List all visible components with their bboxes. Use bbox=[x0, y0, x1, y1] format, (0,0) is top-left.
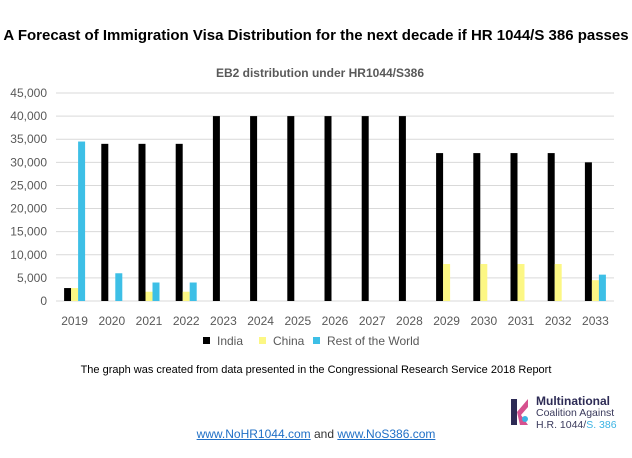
bar-india-2026 bbox=[324, 116, 332, 301]
bar-india-2028 bbox=[398, 116, 406, 301]
bar-china-2030 bbox=[480, 264, 488, 301]
chart: EB2 distribution under HR1044/S386 0 5,00… bbox=[10, 66, 614, 348]
y-tick-label: 45,000 bbox=[10, 86, 47, 100]
legend-label-india: India bbox=[217, 334, 243, 348]
x-tick-label: 2031 bbox=[508, 314, 535, 328]
bar-india-2033 bbox=[584, 162, 592, 301]
bar-india-2024 bbox=[250, 116, 258, 301]
bar-india-2032 bbox=[547, 153, 555, 301]
x-tick-label: 2019 bbox=[61, 314, 88, 328]
bar-india-2025 bbox=[287, 116, 295, 301]
x-tick-label: 2021 bbox=[136, 314, 163, 328]
footer-conjunction: and bbox=[313, 427, 335, 441]
x-tick-label: 2032 bbox=[545, 314, 572, 328]
source-note: The graph was created from data presente… bbox=[80, 364, 552, 376]
bar-india-2023 bbox=[212, 116, 220, 301]
bar-china-2032 bbox=[554, 264, 562, 301]
bar-india-2020 bbox=[101, 143, 109, 301]
bar-china-2021 bbox=[145, 291, 153, 301]
x-tick-label: 2022 bbox=[173, 314, 200, 328]
logo-line3-b: S. 386 bbox=[586, 419, 617, 431]
page-title: A Forecast of Immigration Visa Distribut… bbox=[3, 27, 629, 44]
x-tick-label: 2028 bbox=[396, 314, 423, 328]
x-tick-label: 2020 bbox=[98, 314, 125, 328]
chart-title: EB2 distribution under HR1044/S386 bbox=[216, 66, 424, 80]
bar-india-2031 bbox=[510, 153, 518, 301]
bar-rest-of-world-2020 bbox=[115, 273, 123, 301]
logo-line1: Multinational bbox=[536, 394, 610, 408]
x-tick-label: 2027 bbox=[359, 314, 386, 328]
bar-china-2031 bbox=[517, 264, 525, 301]
x-tick-label: 2029 bbox=[433, 314, 460, 328]
bar-india-2019 bbox=[64, 288, 72, 301]
logo-line2: Coalition Against bbox=[536, 407, 615, 419]
coalition-logo-icon bbox=[511, 399, 528, 425]
footer-link-hr1044[interactable]: www.NoHR1044.com bbox=[196, 427, 311, 441]
footer: www.NoHR1044.com and www.NoS386.com bbox=[0, 427, 632, 441]
bar-india-2021 bbox=[138, 143, 146, 301]
bar-rest-of-world-2022 bbox=[189, 282, 197, 301]
bar-india-2030 bbox=[473, 153, 481, 301]
logo-line3-a: H.R. 1044/ bbox=[536, 419, 587, 431]
y-tick-label: 25,000 bbox=[10, 178, 47, 192]
coalition-logo: Multinational Coalition Against H.R. 104… bbox=[508, 395, 628, 435]
y-tick-label: 40,000 bbox=[10, 109, 47, 123]
x-tick-label: 2030 bbox=[470, 314, 497, 328]
legend-swatch-india bbox=[203, 337, 210, 344]
x-tick-label: 2033 bbox=[582, 314, 609, 328]
bar-china-2033 bbox=[591, 280, 599, 301]
legend-swatch-rest-of-world bbox=[313, 337, 320, 344]
bar-china-2022 bbox=[182, 291, 190, 301]
bar-china-2019 bbox=[71, 288, 79, 301]
x-tick-label: 2026 bbox=[322, 314, 349, 328]
bar-rest-of-world-2019 bbox=[78, 141, 86, 301]
y-tick-label: 5,000 bbox=[17, 271, 47, 285]
legend-label-china: China bbox=[273, 334, 305, 348]
logo-line3: H.R. 1044/S. 386 bbox=[536, 419, 617, 431]
y-tick-label: 30,000 bbox=[10, 155, 47, 169]
bar-rest-of-world-2033 bbox=[598, 274, 606, 301]
bar-rest-of-world-2021 bbox=[152, 282, 160, 301]
legend-swatch-china bbox=[259, 337, 266, 344]
bar-india-2027 bbox=[361, 116, 369, 301]
bar-india-2022 bbox=[175, 143, 183, 301]
bar-china-2029 bbox=[443, 264, 451, 301]
legend-label-rest-of-world: Rest of the World bbox=[327, 334, 419, 348]
y-tick-label: 0 bbox=[40, 294, 47, 308]
footer-link-s386[interactable]: www.NoS386.com bbox=[337, 427, 436, 441]
y-tick-label: 10,000 bbox=[10, 248, 47, 262]
y-tick-label: 20,000 bbox=[10, 202, 47, 216]
y-tick-label: 35,000 bbox=[10, 132, 47, 146]
x-tick-label: 2025 bbox=[284, 314, 311, 328]
y-tick-label: 15,000 bbox=[10, 225, 47, 239]
x-tick-label: 2023 bbox=[210, 314, 237, 328]
bar-india-2029 bbox=[436, 153, 444, 301]
x-tick-label: 2024 bbox=[247, 314, 274, 328]
